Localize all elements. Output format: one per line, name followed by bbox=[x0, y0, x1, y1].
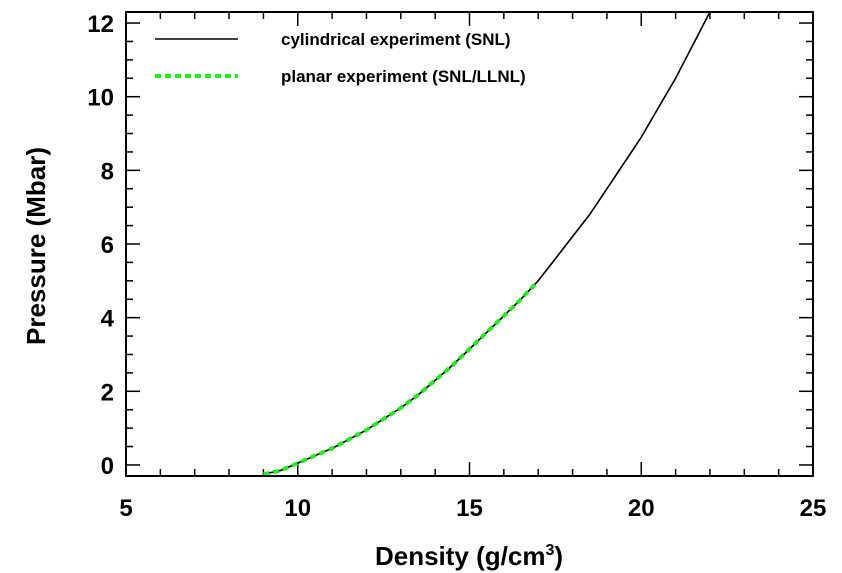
x-axis-ticks: 5 10 15 20 25 bbox=[119, 12, 826, 522]
x-tick-label: 15 bbox=[456, 495, 483, 522]
series-planar-line bbox=[262, 283, 537, 477]
y-axis-title: Pressure (Mbar) bbox=[21, 147, 51, 345]
y-tick-label: 12 bbox=[87, 11, 114, 38]
legend: cylindrical experiment (SNL) planar expe… bbox=[155, 30, 526, 86]
legend-label-planar: planar experiment (SNL/LLNL) bbox=[281, 67, 526, 86]
legend-label-cylindrical: cylindrical experiment (SNL) bbox=[281, 30, 511, 49]
x-tick-label: 5 bbox=[119, 495, 132, 522]
y-axis-ticks: 0 2 4 6 8 10 12 bbox=[87, 11, 813, 480]
y-tick-label: 4 bbox=[101, 306, 115, 333]
x-tick-label: 25 bbox=[800, 495, 827, 522]
y-tick-label: 2 bbox=[101, 379, 114, 406]
series-layer bbox=[262, 11, 711, 477]
x-tick-label: 20 bbox=[628, 495, 655, 522]
y-tick-label: 10 bbox=[87, 85, 114, 112]
y-tick-label: 6 bbox=[101, 232, 114, 259]
y-tick-label: 0 bbox=[101, 453, 114, 480]
x-axis-title-superscript: 3 bbox=[545, 542, 554, 559]
plot-frame bbox=[125, 11, 814, 477]
x-axis-title: Density (g/cm3) bbox=[375, 541, 563, 571]
x-tick-label: 10 bbox=[284, 495, 311, 522]
y-tick-label: 8 bbox=[101, 158, 114, 185]
